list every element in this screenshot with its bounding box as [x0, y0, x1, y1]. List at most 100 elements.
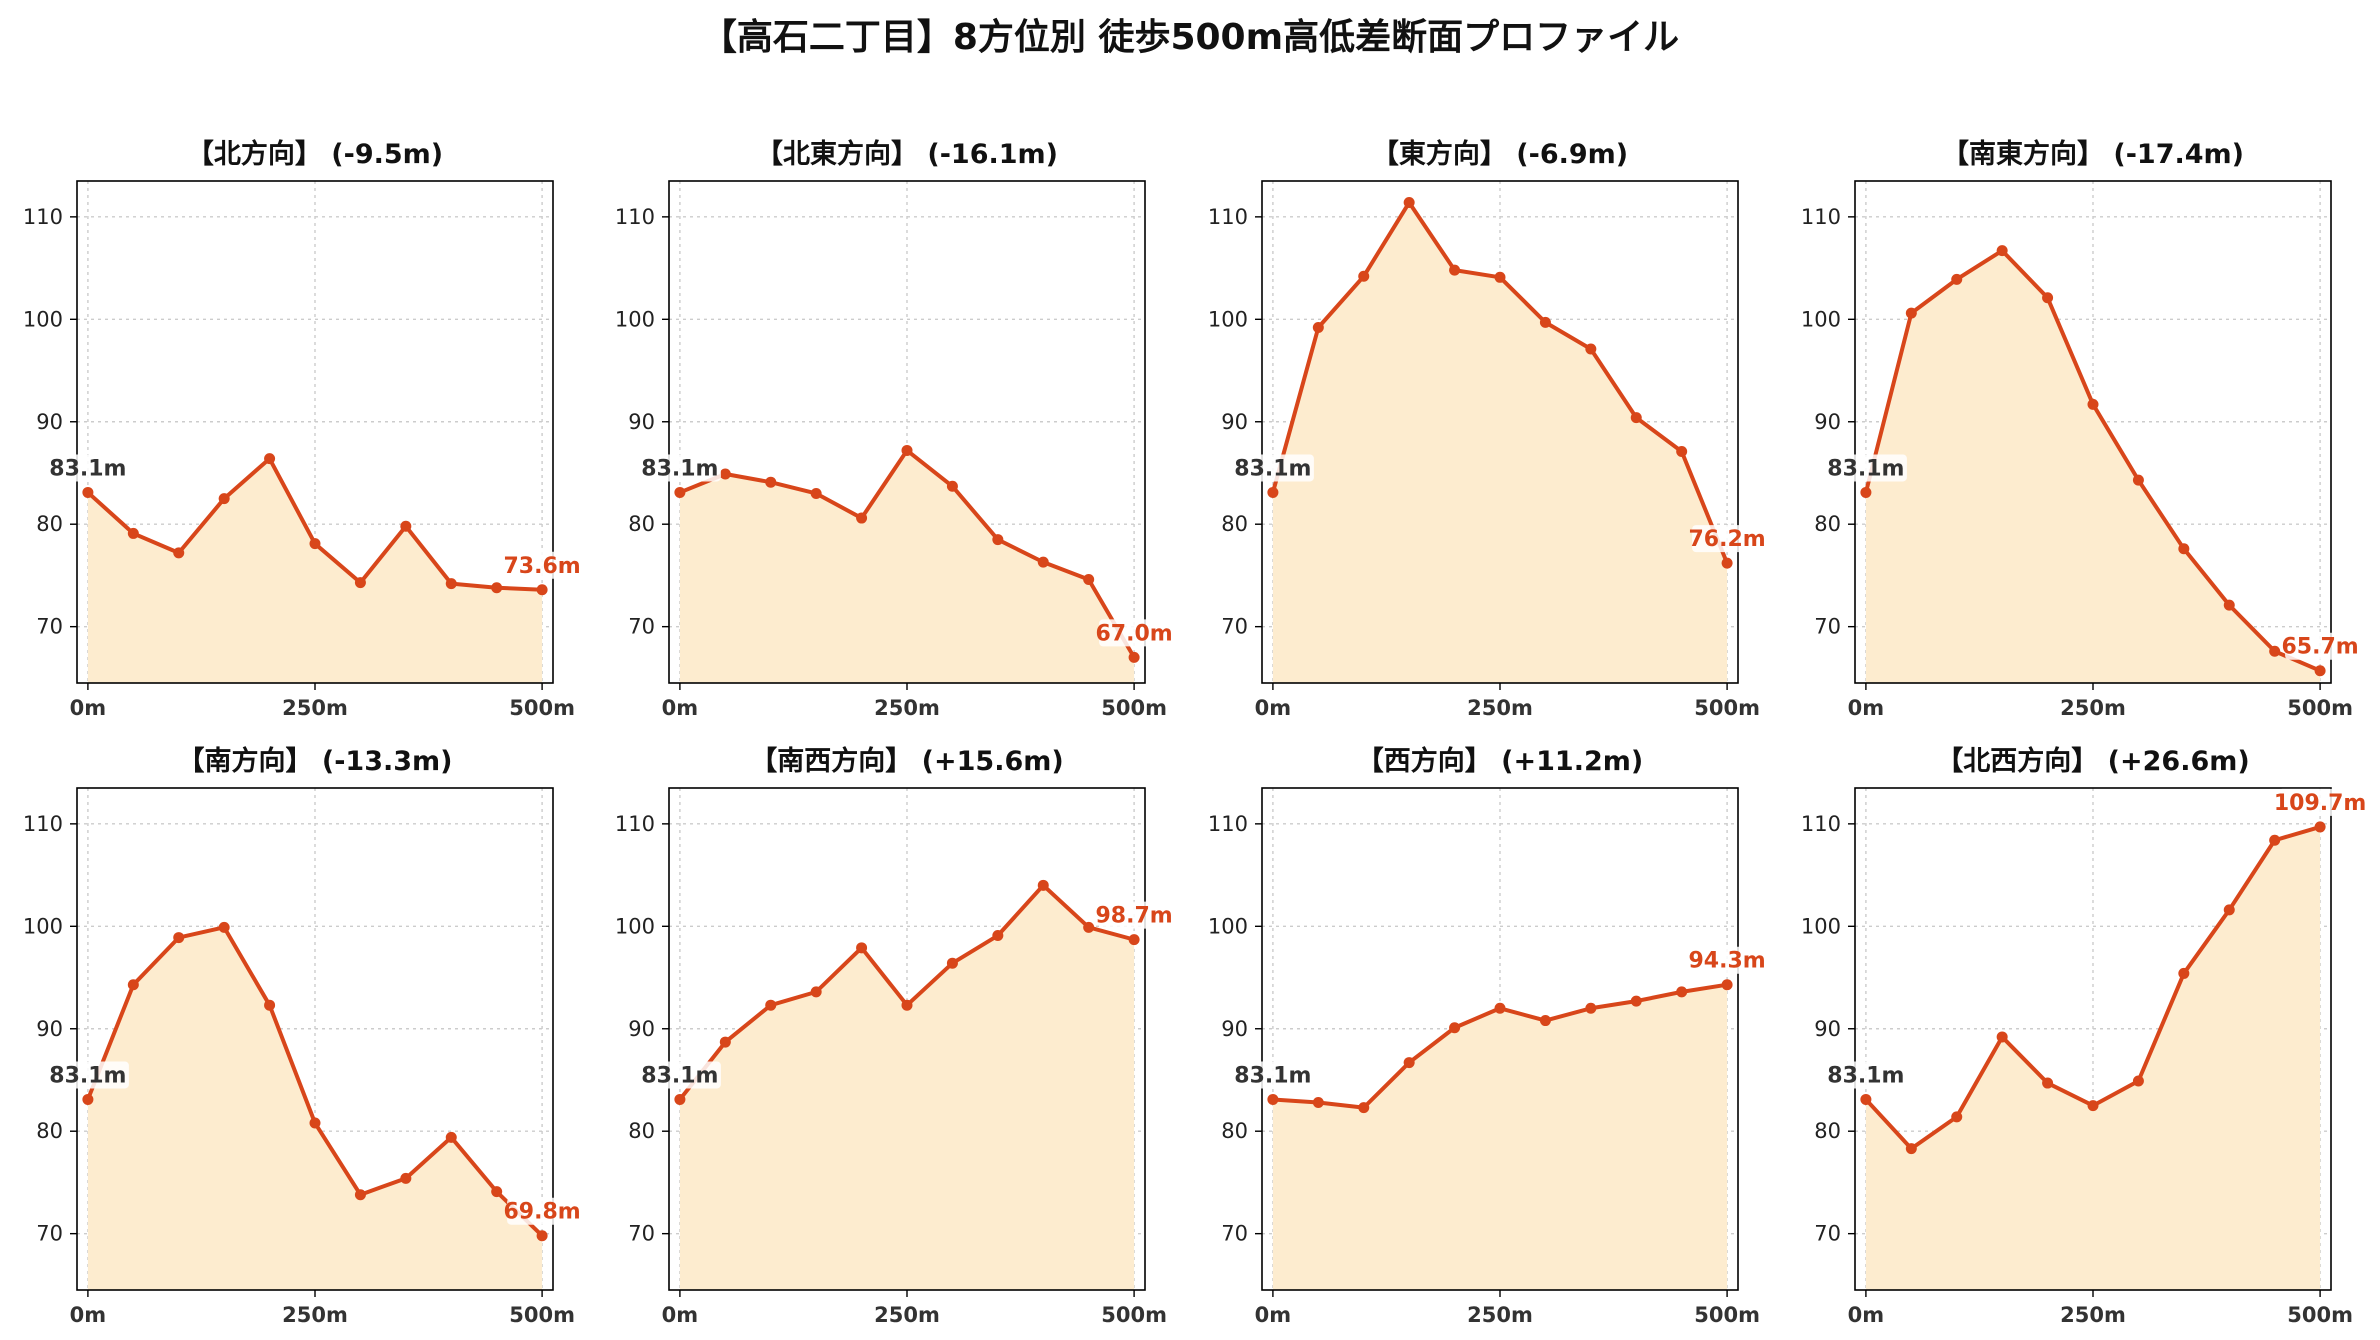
y-tick-label: 70: [1221, 615, 1248, 639]
x-tick-label: 500m: [2287, 696, 2353, 720]
end-label-bg: [507, 1197, 578, 1225]
y-tick-label: 110: [615, 812, 655, 836]
data-point: [218, 493, 230, 505]
data-point: [354, 1189, 366, 1201]
chart-title: 【北東方向】 (-16.1m): [756, 138, 1058, 170]
area-fill: [679, 885, 1135, 1290]
data-point: [810, 986, 822, 998]
start-elevation-label: 83.1m: [1827, 456, 1904, 481]
data-point: [1860, 1093, 1872, 1105]
y-tick-label: 100: [1208, 914, 1248, 938]
data-point: [2132, 474, 2144, 486]
data-point: [1951, 273, 1963, 285]
data-point: [2314, 665, 2326, 677]
data-point: [1128, 651, 1140, 663]
area-fill: [1865, 826, 2321, 1290]
x-tick-label: 0m: [1255, 1303, 1292, 1327]
x-tick-label: 500m: [2287, 1303, 2353, 1327]
start-label-bg: [638, 1061, 721, 1089]
data-point: [1358, 1102, 1370, 1114]
chart-title: 【西方向】 (+11.2m): [1357, 745, 1643, 777]
end-label-bg: [1692, 525, 1763, 553]
start-elevation-label: 83.1m: [641, 456, 718, 481]
data-point: [1905, 307, 1917, 319]
y-tick-label: 70: [628, 1222, 655, 1246]
x-tick-label: 500m: [1694, 696, 1760, 720]
data-point: [765, 999, 777, 1011]
data-point: [218, 921, 230, 933]
y-tick-label: 110: [1208, 205, 1248, 229]
y-tick-label: 90: [1814, 410, 1841, 434]
start-elevation-label: 83.1m: [641, 1063, 718, 1088]
chart-panel: 【東方向】 (-6.9m) 70 80 90 100 110 0m 250m 500m 83.1m…: [1208, 138, 1766, 720]
data-point: [901, 444, 913, 456]
area-fill: [679, 450, 1135, 683]
start-label-bg: [1824, 454, 1907, 482]
start-label-bg: [1231, 454, 1314, 482]
chart-panel: 【南西方向】 (+15.6m) 70 80 90 100 110 0m 250m 500m 83.…: [615, 745, 1173, 1327]
y-tick-label: 90: [628, 1017, 655, 1041]
data-point: [674, 486, 686, 498]
end-elevation-label: 98.7m: [1095, 904, 1172, 929]
chart-title: 【北西方向】 (+26.6m): [1936, 745, 2249, 777]
data-point: [1037, 556, 1049, 568]
area-fill: [87, 458, 543, 683]
end-label-bg: [2285, 632, 2356, 660]
data-point: [2223, 904, 2235, 916]
x-tick-label: 250m: [2060, 696, 2126, 720]
chart-panel: 【北東方向】 (-16.1m) 70 80 90 100 110 0m 250m 500m 83.…: [615, 138, 1173, 720]
chart-title: 【南方向】 (-13.3m): [177, 745, 452, 777]
x-tick-label: 0m: [662, 1303, 699, 1327]
start-elevation-label: 83.1m: [1234, 1063, 1311, 1088]
data-point: [2178, 967, 2190, 979]
data-point: [82, 486, 94, 498]
end-elevation-label: 67.0m: [1095, 621, 1172, 646]
end-elevation-label: 65.7m: [2281, 635, 2358, 660]
x-tick-label: 500m: [1694, 1303, 1760, 1327]
data-point: [1721, 557, 1733, 569]
data-point: [536, 1230, 548, 1242]
y-tick-label: 100: [23, 914, 63, 938]
x-tick-label: 250m: [282, 1303, 348, 1327]
data-point: [992, 930, 1004, 942]
data-point: [400, 520, 412, 532]
y-tick-label: 110: [1801, 812, 1841, 836]
y-tick-label: 110: [23, 812, 63, 836]
x-tick-label: 0m: [1848, 696, 1885, 720]
chart-panel: 【北方向】 (-9.5m) 70 80 90 100 110 0m 250m 500m 83.1m…: [23, 138, 581, 720]
x-tick-label: 250m: [1467, 696, 1533, 720]
x-tick-label: 0m: [662, 696, 699, 720]
y-tick-label: 100: [23, 307, 63, 331]
data-point: [810, 487, 822, 499]
data-point: [1128, 934, 1140, 946]
y-tick-label: 80: [36, 1119, 63, 1143]
data-point: [1494, 1002, 1506, 1014]
area-fill: [1272, 202, 1728, 683]
data-point: [856, 512, 868, 524]
y-tick-label: 70: [36, 615, 63, 639]
chart-title: 【南西方向】 (+15.6m): [750, 745, 1063, 777]
y-tick-label: 80: [36, 512, 63, 536]
data-point: [264, 453, 276, 465]
end-elevation-label: 109.7m: [2274, 791, 2367, 816]
start-label-bg: [46, 1061, 129, 1089]
start-elevation-label: 83.1m: [49, 456, 126, 481]
y-tick-label: 70: [36, 1222, 63, 1246]
area-fill: [1272, 984, 1728, 1290]
data-point: [82, 1093, 94, 1105]
y-tick-label: 110: [23, 205, 63, 229]
data-point: [674, 1093, 686, 1105]
data-point: [1267, 1093, 1279, 1105]
y-tick-label: 80: [628, 512, 655, 536]
data-point: [856, 942, 868, 954]
page-title: 【高石二丁目】8方位別 徒歩500m高低差断面プロファイル: [700, 17, 1680, 58]
data-point: [2087, 398, 2099, 410]
data-point: [1860, 486, 1872, 498]
y-tick-label: 90: [1221, 1017, 1248, 1041]
data-point: [1358, 270, 1370, 282]
chart-panel: 【西方向】 (+11.2m) 70 80 90 100 110 0m 250m 500m 83.1…: [1208, 745, 1766, 1327]
data-point: [1676, 986, 1688, 998]
data-point: [1996, 245, 2008, 257]
start-elevation-label: 83.1m: [1827, 1063, 1904, 1088]
data-point: [1449, 264, 1461, 276]
